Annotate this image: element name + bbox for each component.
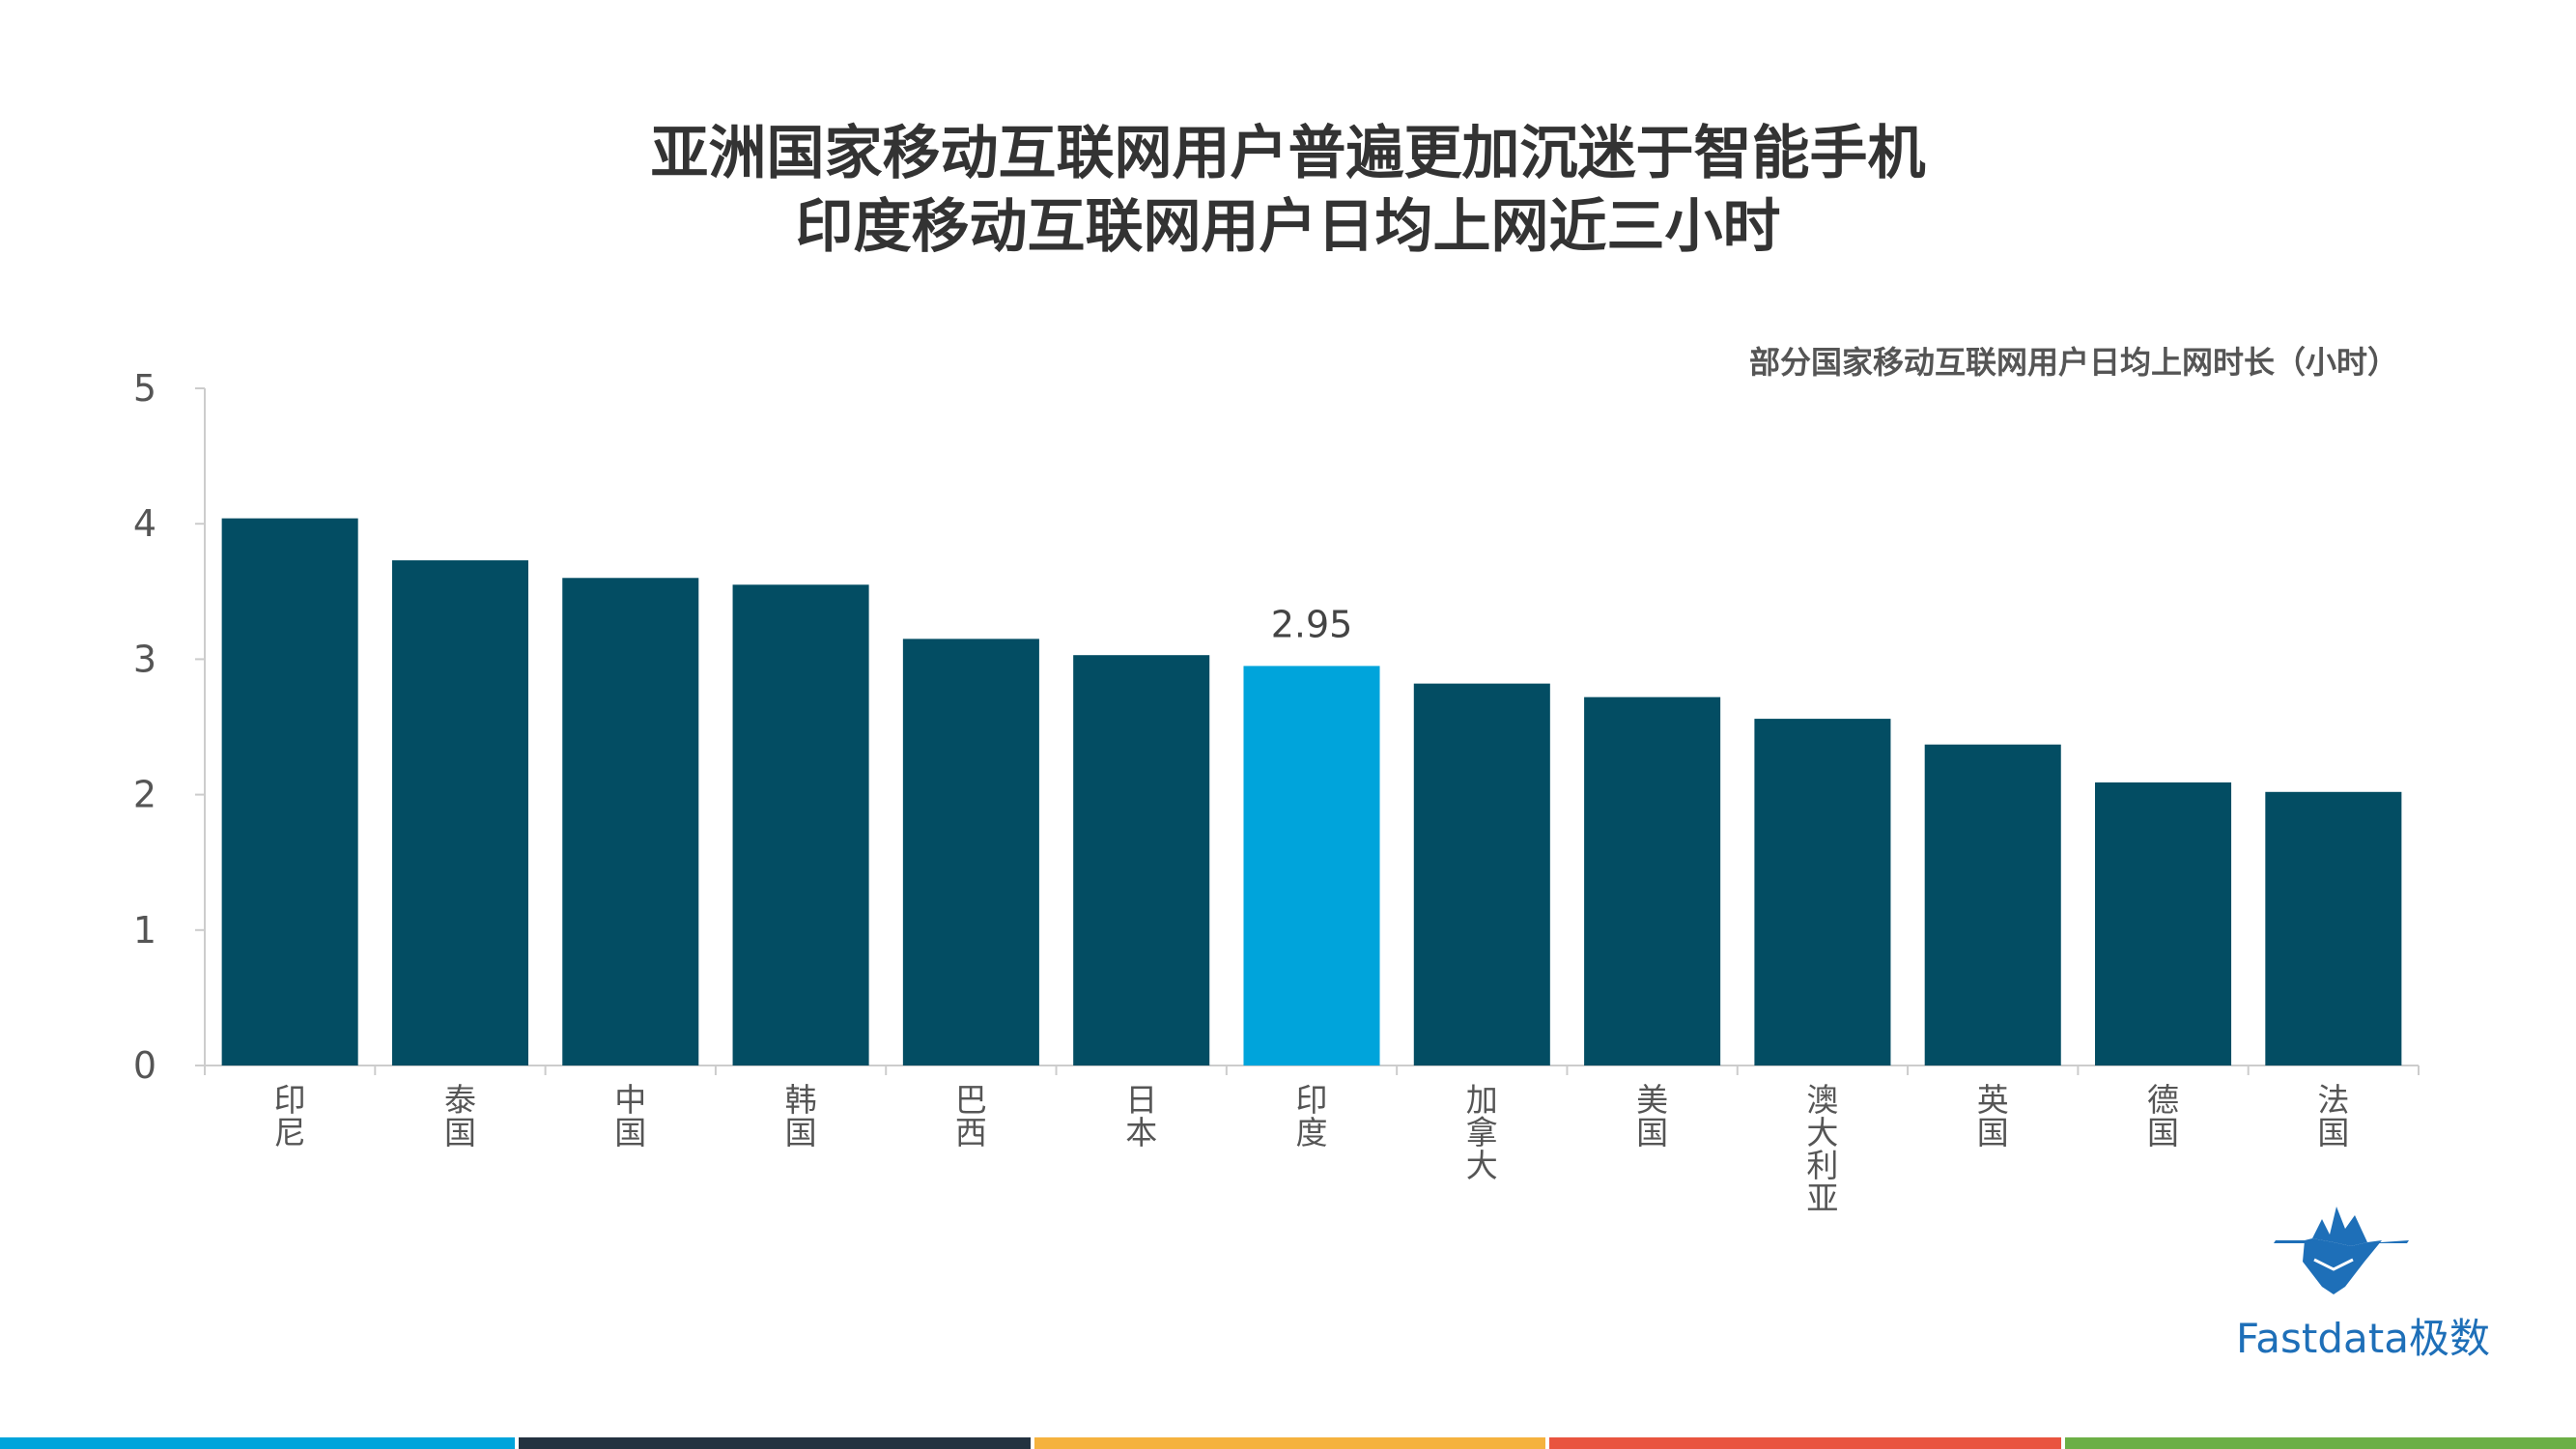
chart-subtitle: 部分国家移动互联网用户日均上网时长（小时） [1748, 344, 2398, 381]
bar-11 [2095, 781, 2232, 1065]
category-label: 国 [785, 1114, 817, 1151]
bar-6 [1243, 666, 1380, 1065]
bar-1 [391, 560, 528, 1065]
category-label: 巴 [955, 1081, 987, 1119]
bar-4 [902, 639, 1039, 1065]
category-label: 国 [2147, 1114, 2179, 1151]
y-tick-label: 1 [133, 909, 156, 952]
footer-stripe [2064, 1437, 2576, 1449]
category-label: 国 [1977, 1114, 2009, 1151]
category-label: 泰 [444, 1081, 476, 1119]
category-label: 印 [274, 1081, 306, 1119]
y-tick-label: 4 [133, 502, 156, 545]
category-label: 国 [1636, 1114, 1668, 1151]
footer-stripe [1549, 1437, 2061, 1449]
category-label: 中 [614, 1081, 646, 1119]
bar-0 [221, 518, 358, 1065]
category-label: 本 [1125, 1114, 1157, 1151]
chart-title-line-1: 亚洲国家移动互联网用户普遍更加沉迷于智能手机 [650, 120, 1926, 187]
bar-10 [1924, 744, 2061, 1065]
category-label: 大 [1466, 1147, 1498, 1184]
category-label: 国 [444, 1114, 476, 1151]
bar-8 [1584, 696, 1721, 1065]
category-label: 澳 [1806, 1081, 1838, 1119]
category-label: 拿 [1466, 1114, 1498, 1151]
bar-9 [1754, 719, 1891, 1065]
category-label: 大 [1806, 1114, 1838, 1151]
y-tick-label: 5 [133, 367, 156, 410]
category-label: 西 [955, 1114, 987, 1151]
data-label: 2.95 [1271, 603, 1353, 645]
bar-2 [562, 578, 699, 1065]
bar-7 [1413, 683, 1550, 1065]
bar-12 [2265, 791, 2402, 1065]
category-label: 加 [1466, 1081, 1498, 1119]
category-label: 利 [1806, 1147, 1838, 1184]
category-label: 印 [1296, 1081, 1328, 1119]
category-label: 法 [2317, 1081, 2349, 1119]
category-label: 尼 [274, 1114, 306, 1151]
footer-stripe [519, 1437, 1031, 1449]
category-label: 国 [614, 1114, 646, 1151]
fastdata-logo-icon [2274, 1207, 2409, 1294]
y-tick-label: 0 [133, 1044, 156, 1087]
footer-stripe [0, 1437, 516, 1449]
brand-name: Fastdata极数 [2236, 1315, 2490, 1362]
category-label: 国 [2317, 1114, 2349, 1151]
category-label: 德 [2147, 1081, 2179, 1119]
category-label: 度 [1296, 1114, 1328, 1151]
category-label: 亚 [1806, 1179, 1838, 1217]
chart-title-line-2: 印度移动互联网用户日均上网近三小时 [795, 193, 1781, 261]
bar-3 [732, 584, 869, 1065]
footer-stripe [1033, 1437, 1546, 1449]
category-label: 日 [1125, 1081, 1157, 1119]
bar-5 [1073, 655, 1210, 1065]
category-label: 韩 [785, 1081, 817, 1119]
category-label: 英 [1977, 1081, 2009, 1119]
category-label: 美 [1636, 1081, 1668, 1119]
y-tick-label: 3 [133, 638, 156, 680]
y-tick-label: 2 [133, 774, 156, 816]
